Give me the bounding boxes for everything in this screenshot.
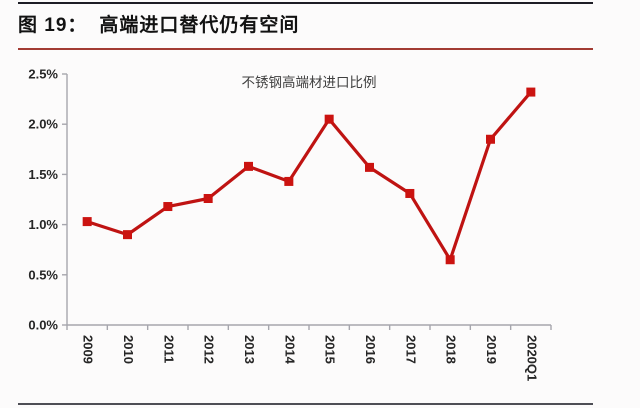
x-tick-label: 2018 xyxy=(444,335,459,364)
y-tick-label: 2.0% xyxy=(28,117,58,132)
data-point-marker xyxy=(123,230,132,240)
x-tick-label: 2014 xyxy=(282,335,297,365)
y-tick-label: 0.0% xyxy=(28,318,58,333)
chart-canvas: 0.0% 0.5% 1.0% 1.5% 2.0% 2.5% 2009 2010 2011 2012… xyxy=(28,67,552,381)
x-axis-tick-labels: 2009 2010 2011 2012 2013 2014 2015 2016 2017 2018… xyxy=(81,335,540,381)
bottom-divider xyxy=(18,403,593,405)
chart-title: 不锈钢高端材进口比例 xyxy=(242,74,377,90)
x-tick-label: 2016 xyxy=(363,335,378,364)
top-divider xyxy=(18,2,593,4)
x-tick-label: 2019 xyxy=(484,335,499,364)
x-tick-label: 2013 xyxy=(242,335,257,364)
data-point-marker xyxy=(405,188,415,198)
data-point-marker xyxy=(244,161,253,171)
data-point-marker xyxy=(365,162,374,172)
axes xyxy=(62,73,552,330)
y-tick-label: 1.5% xyxy=(28,167,58,182)
x-tick-label: 2010 xyxy=(121,335,136,364)
figure-header: 图 19： 高端进口替代仍有空间 xyxy=(18,10,618,37)
trend-line xyxy=(86,91,533,262)
data-point-marker xyxy=(486,134,495,144)
x-tick-label: 2017 xyxy=(403,335,418,364)
header-divider xyxy=(18,48,593,50)
data-point-marker xyxy=(445,255,455,265)
figure-title: 高端进口替代仍有空间 xyxy=(99,15,300,36)
y-tick-label: 2.5% xyxy=(28,67,58,82)
y-tick-label: 1.0% xyxy=(28,217,58,232)
x-tick-label: 2012 xyxy=(202,335,217,364)
data-series xyxy=(82,87,536,265)
line-chart: 0.0% 0.5% 1.0% 1.5% 2.0% 2.5% 2009 2010 2011 2012… xyxy=(0,58,640,408)
figure-number: 图 19： xyxy=(18,15,88,36)
data-point-marker xyxy=(163,202,173,212)
x-tick-label: 2009 xyxy=(81,335,96,364)
x-tick-label: 2015 xyxy=(323,335,338,364)
data-point-marker xyxy=(526,87,536,97)
data-point-marker xyxy=(82,217,92,227)
y-axis-tick-labels: 0.0% 0.5% 1.0% 1.5% 2.0% 2.5% xyxy=(28,67,58,333)
data-point-marker xyxy=(324,114,334,124)
x-tick-label: 2011 xyxy=(161,335,176,363)
x-tick-label: 2020Q1 xyxy=(524,335,539,381)
y-tick-label: 0.5% xyxy=(28,267,58,282)
data-point-marker xyxy=(284,176,294,186)
data-point-marker xyxy=(203,193,213,203)
